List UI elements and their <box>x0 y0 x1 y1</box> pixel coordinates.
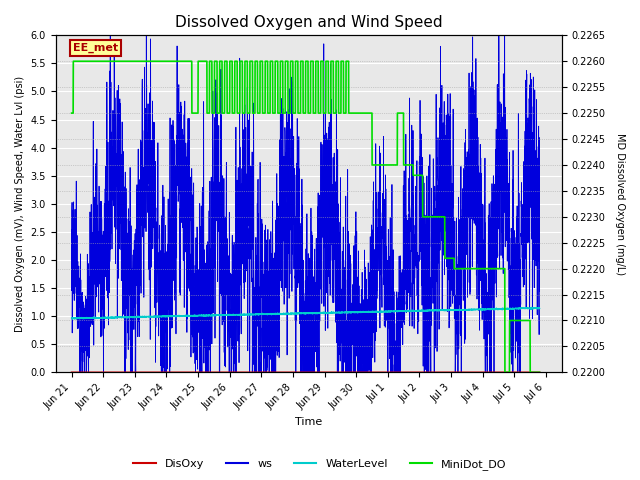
Y-axis label: Dissolved Oxygen (mV), Wind Speed, Water Lvl (psi): Dissolved Oxygen (mV), Wind Speed, Water… <box>15 76 25 332</box>
X-axis label: Time: Time <box>295 417 323 427</box>
Text: EE_met: EE_met <box>73 43 118 53</box>
Title: Dissolved Oxygen and Wind Speed: Dissolved Oxygen and Wind Speed <box>175 15 442 30</box>
Legend: DisOxy, ws, WaterLevel, MiniDot_DO: DisOxy, ws, WaterLevel, MiniDot_DO <box>129 455 511 474</box>
Y-axis label: MD Dissolved Oxygen (mg/L): MD Dissolved Oxygen (mg/L) <box>615 133 625 275</box>
